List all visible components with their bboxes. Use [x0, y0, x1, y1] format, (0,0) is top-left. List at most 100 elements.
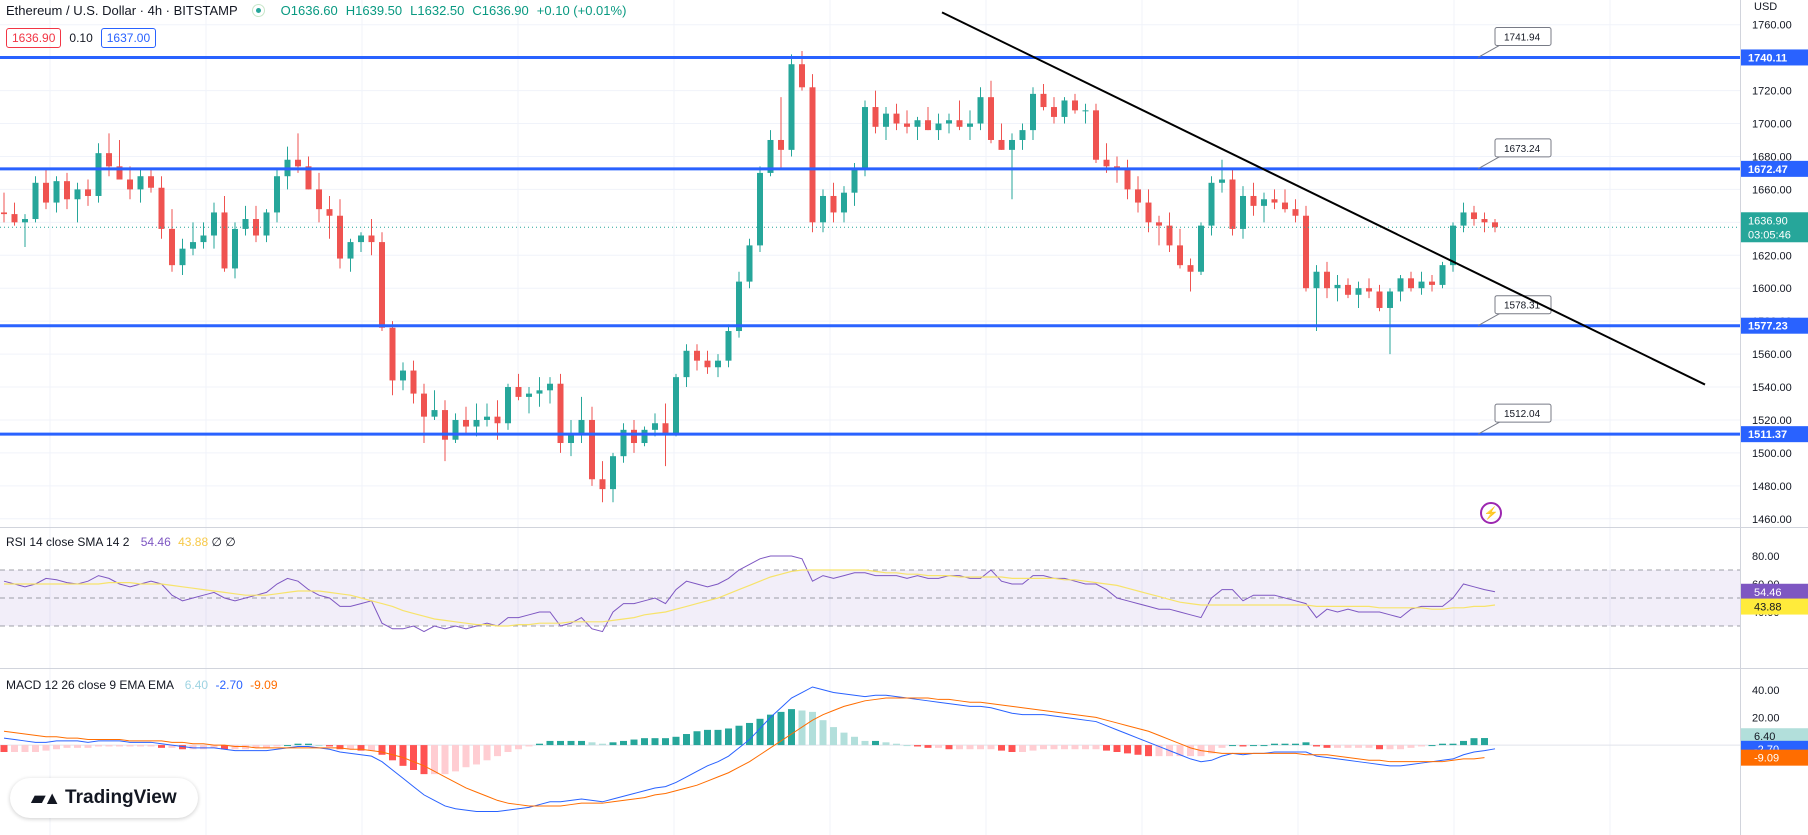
candle-body: [64, 181, 70, 200]
macd-tick-label: 40.00: [1752, 685, 1780, 697]
price-tick-label: 1460.00: [1752, 514, 1792, 526]
candle-body: [1051, 107, 1057, 117]
macd-hist-bar: [105, 745, 113, 747]
macd-hist-bar: [1355, 745, 1362, 748]
candle-body: [148, 176, 154, 188]
candle-body: [935, 123, 942, 131]
candle-body: [694, 350, 700, 361]
candle-body: [673, 377, 679, 434]
macd-hist-bar: [641, 738, 648, 746]
symbol-title[interactable]: Ethereum / U.S. Dollar · 4h · BITSTAMP: [6, 3, 238, 18]
macd-hist-bar: [168, 745, 176, 748]
level-price-tag: [1741, 49, 1808, 66]
candle-body: [263, 212, 270, 236]
callout-box: [1494, 138, 1552, 158]
macd-hist-bar: [987, 745, 995, 750]
ohlc-change: +0.10 (+0.01%): [536, 3, 627, 18]
macd-hist-bar: [882, 742, 890, 746]
price-tick-label: 1680.00: [1752, 151, 1792, 163]
candle-body: [956, 120, 963, 127]
candle-body: [631, 429, 637, 444]
level-price-label: 1511.37: [1748, 429, 1787, 441]
candle-body: [778, 139, 784, 150]
macd-hist-bar: [872, 740, 879, 746]
macd-legend[interactable]: MACD 12 26 close 9 EMA EMA 6.40 -2.70 -9…: [6, 678, 278, 692]
candle-body: [1366, 288, 1372, 292]
callout-label: 1673.24: [1504, 144, 1541, 155]
candle-body: [536, 390, 543, 394]
macd-hist-bar: [399, 745, 407, 766]
macd-hist-bar: [746, 722, 753, 746]
candle-body: [914, 120, 921, 127]
macd-hist-bar: [53, 745, 60, 750]
macd-hist-bar: [1407, 745, 1415, 748]
sell-price-button[interactable]: 1636.90: [6, 28, 62, 48]
macd-label: MACD 12 26 close 9 EMA EMA: [6, 678, 174, 692]
candle-body: [1429, 281, 1435, 285]
callout-box: [1494, 403, 1552, 423]
price-tick-label: 1500.00: [1752, 448, 1792, 460]
price-tick-label: 1760.00: [1752, 20, 1792, 32]
macd-hist-bar: [1323, 745, 1331, 748]
macd-hist-bar: [1050, 745, 1058, 750]
macd-hist-bar: [1208, 745, 1215, 754]
candle-body: [1240, 195, 1246, 229]
candle-body: [568, 433, 574, 444]
macd-hist-bar: [1250, 745, 1257, 747]
candle-body: [326, 209, 333, 216]
price-tick-label: 1660.00: [1752, 184, 1792, 196]
macd-hist-bar: [1082, 745, 1089, 750]
candle-body: [1261, 199, 1267, 206]
candle-body: [1355, 288, 1362, 295]
candle-body: [977, 97, 984, 124]
macd-hist-bar: [1334, 745, 1341, 748]
candle-body: [421, 393, 427, 417]
candle-body: [557, 383, 564, 444]
macd-hist-bar: [1439, 743, 1446, 746]
candle-body: [1082, 110, 1089, 112]
lightning-icon[interactable]: ⚡: [1480, 502, 1502, 524]
candle-body: [1250, 195, 1257, 206]
macd-hist-bar: [1271, 743, 1278, 746]
buy-price-button[interactable]: 1637.00: [100, 28, 157, 48]
candle-body: [904, 123, 910, 127]
candle-body: [736, 281, 742, 332]
candle-body: [137, 176, 144, 190]
macd-hist-bar: [788, 709, 795, 746]
level-price-tag: [1741, 426, 1808, 443]
rsi-label: RSI 14 close SMA 14 2: [6, 535, 130, 549]
macd-hist-bar: [126, 745, 134, 747]
candle-body: [43, 182, 49, 203]
macd-hist-bar: [1449, 743, 1457, 746]
macd-hist-bar: [809, 711, 816, 746]
tradingview-logo[interactable]: ▰▲ TradingView: [10, 778, 198, 818]
candle-body: [1292, 209, 1299, 216]
candle-body: [389, 327, 396, 381]
macd-hist-bar: [431, 745, 438, 775]
ohlc-low: L1632.50: [410, 3, 465, 18]
macd-hist-bar: [0, 745, 8, 752]
candle-body: [851, 169, 858, 193]
candle-body: [337, 215, 343, 259]
rsi-legend[interactable]: RSI 14 close SMA 14 2 54.46 43.88 ∅ ∅: [6, 535, 236, 549]
macd-hist-bar: [84, 745, 92, 748]
candle-body: [1387, 291, 1393, 308]
macd-hist-bar: [137, 745, 144, 747]
candle-body: [1166, 225, 1173, 246]
macd-hist-bar: [1239, 745, 1247, 747]
candle-body: [809, 87, 816, 223]
candle-body: [1177, 245, 1183, 266]
candle-body: [872, 107, 879, 127]
macd-hist-bar: [536, 743, 543, 746]
candle-body: [599, 479, 606, 490]
rsi-value-tag: [1741, 583, 1808, 600]
macd-hist-bar: [819, 720, 827, 746]
candle-body: [578, 419, 585, 434]
macd-hist-bar: [452, 745, 459, 772]
macd-hist-bar: [1061, 745, 1068, 750]
candle-body: [1282, 202, 1288, 210]
macd-hist-bar: [420, 745, 428, 775]
candle-body: [1208, 182, 1215, 226]
price-tick-label: 1700.00: [1752, 119, 1792, 131]
